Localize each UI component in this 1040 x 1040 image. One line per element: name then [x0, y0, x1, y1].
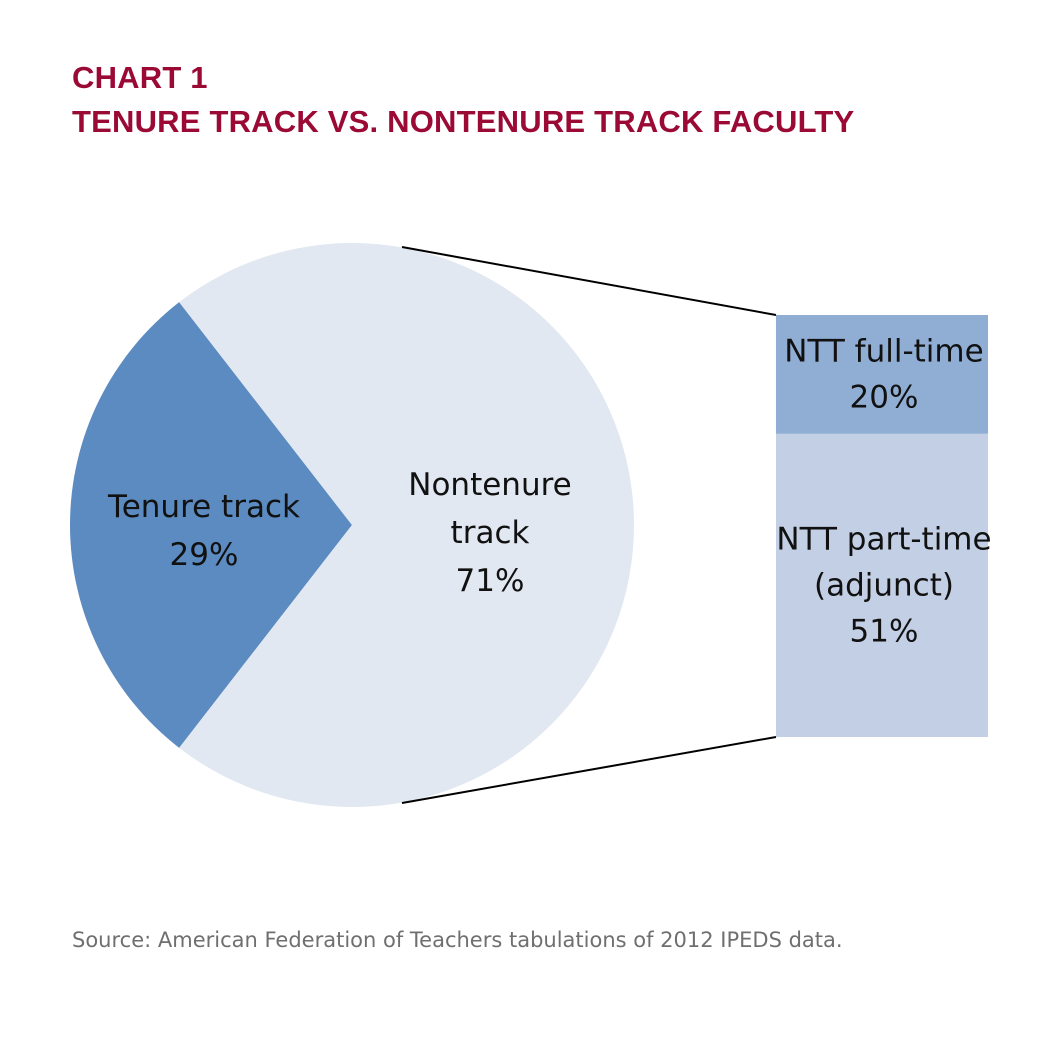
connector-line-top [401, 246, 777, 316]
pie-label-nontenure-track: track [451, 515, 530, 551]
pie-slice-tenure-track [69, 302, 352, 748]
bar-segment-ntt-full-time [776, 315, 988, 434]
pie-pct-label-nontenure-track: 71% [456, 563, 525, 599]
bar-label-ntt-full-time: NTT full-time [784, 333, 983, 369]
pie-label-tenure-track: Tenure track [107, 489, 300, 525]
pie-slice-nontenure-track [179, 243, 634, 807]
pie-pct-label-tenure-track: 29% [170, 537, 239, 573]
data-labels: Tenure track 29% Nontenure track 71% NTT full… [107, 333, 992, 649]
bar-label-ntt-part-time-adjunct: (adjunct) [814, 567, 954, 603]
pie [69, 243, 634, 807]
connector-line-bottom [401, 736, 777, 804]
bar-label-ntt-part-time-adjunct: NTT part-time [776, 521, 991, 557]
bar-segment-ntt-part-time-adjunct [776, 433, 988, 737]
pie-label-nontenure-track: Nontenure [408, 467, 571, 503]
breakdown-bar [776, 315, 988, 737]
bar-pct-label-ntt-part-time-adjunct: 51% [850, 613, 919, 649]
connector-lines [401, 246, 777, 804]
chart-heading: TENURE TRACK VS. NONTENURE TRACK FACULTY [72, 104, 855, 139]
source-note: Source: American Federation of Teachers … [72, 928, 843, 952]
chart-number: CHART 1 [72, 60, 208, 95]
chart-title: CHART 1 TENURE TRACK VS. NONTENURE TRACK… [72, 56, 854, 144]
bar-pct-label-ntt-full-time: 20% [850, 379, 919, 415]
